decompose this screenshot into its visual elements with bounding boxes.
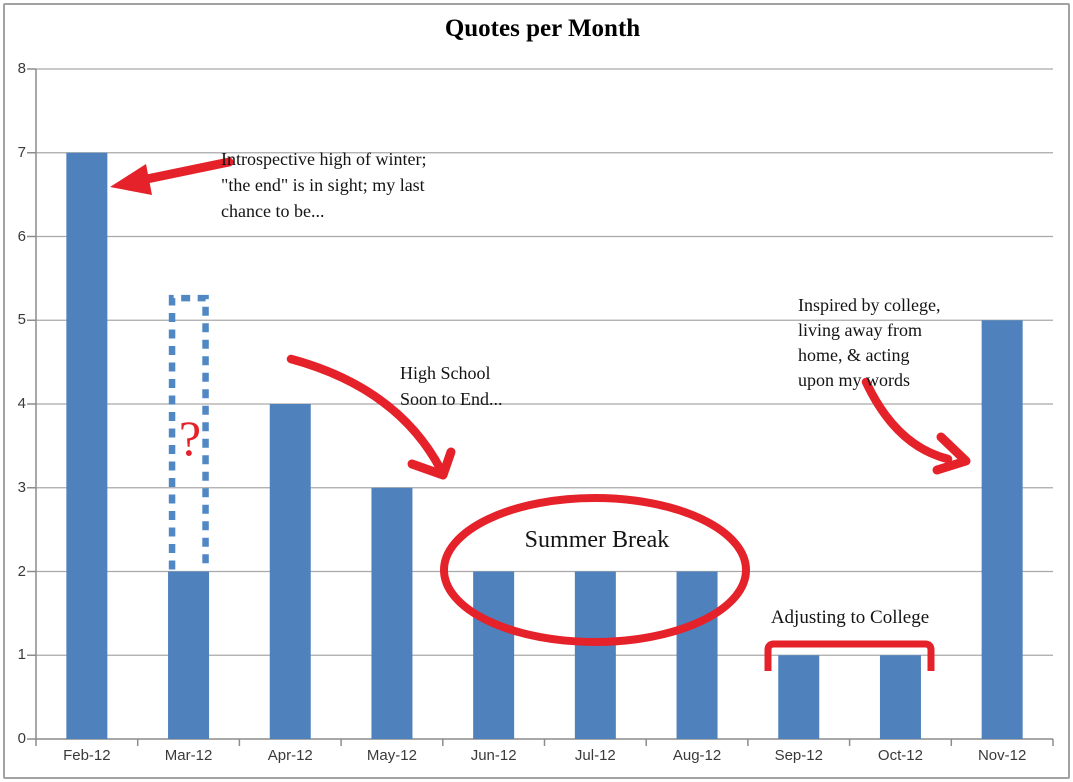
x-axis-label-Nov-12: Nov-12 bbox=[977, 747, 1027, 764]
y-axis-label-0: 0 bbox=[17, 730, 26, 747]
bar-Nov-12 bbox=[981, 320, 1023, 739]
bar-Feb-12 bbox=[66, 152, 108, 739]
y-axis-label-4: 4 bbox=[17, 395, 26, 412]
x-axis-label-Aug-12: Aug-12 bbox=[672, 747, 722, 764]
y-axis-label-3: 3 bbox=[17, 478, 26, 496]
x-axis-label-May-12: May-12 bbox=[366, 747, 417, 764]
summer-break-ellipse bbox=[440, 494, 750, 646]
college-arrow-head bbox=[932, 432, 971, 475]
x-axis-label-Jul-12: Jul-12 bbox=[574, 747, 616, 764]
bar-Jul-12 bbox=[574, 571, 616, 739]
x-axis-label-Sep-12: Sep-12 bbox=[774, 747, 823, 764]
y-axis-label-6: 6 bbox=[17, 227, 26, 245]
highschool-arrow-shaft bbox=[286, 354, 446, 475]
annotation-adjusting-college-label: Adjusting to College bbox=[770, 607, 930, 628]
y-axis-label-7: 7 bbox=[17, 143, 26, 161]
x-axis-label-Feb-12: Feb-12 bbox=[63, 747, 111, 764]
y-axis-label-2: 2 bbox=[17, 562, 26, 580]
x-axis-label-Jun-12: Jun-12 bbox=[470, 747, 517, 764]
y-axis-label-1: 1 bbox=[17, 646, 26, 664]
annotation-college-note: Inspired by college, living away from ho… bbox=[798, 295, 941, 390]
y-axis-label-5: 5 bbox=[17, 311, 26, 329]
bar-Mar-12 bbox=[168, 571, 210, 739]
annotation-high-school-note: High School Soon to End... bbox=[400, 363, 503, 409]
y-axis-label-8: 8 bbox=[17, 60, 26, 77]
bar-Aug-12 bbox=[676, 571, 718, 739]
bar-Oct-12 bbox=[879, 655, 921, 739]
winter-arrow-shaft bbox=[137, 157, 234, 185]
bar-Jun-12 bbox=[473, 571, 515, 739]
winter-arrow-head bbox=[110, 164, 152, 195]
x-axis-label-Apr-12: Apr-12 bbox=[267, 747, 313, 764]
x-axis-label-Oct-12: Oct-12 bbox=[877, 747, 923, 764]
annotation-summer-break-label: Summer Break bbox=[524, 527, 670, 553]
college-arrow-shaft bbox=[861, 377, 953, 464]
ghost-bar-outline bbox=[168, 294, 209, 570]
bar-Apr-12 bbox=[269, 404, 311, 739]
annotation-question-mark: ? bbox=[178, 410, 202, 466]
highschool-arrow-head bbox=[407, 447, 456, 480]
x-axis-label-Mar-12: Mar-12 bbox=[164, 747, 213, 764]
annotation-winter-note: Introspective high of winter; "the end" … bbox=[221, 149, 427, 221]
adjusting-college-bracket bbox=[764, 640, 935, 671]
chart-title: Quotes per Month bbox=[444, 15, 641, 42]
bar-Sep-12 bbox=[778, 655, 820, 739]
bar-May-12 bbox=[371, 487, 413, 739]
